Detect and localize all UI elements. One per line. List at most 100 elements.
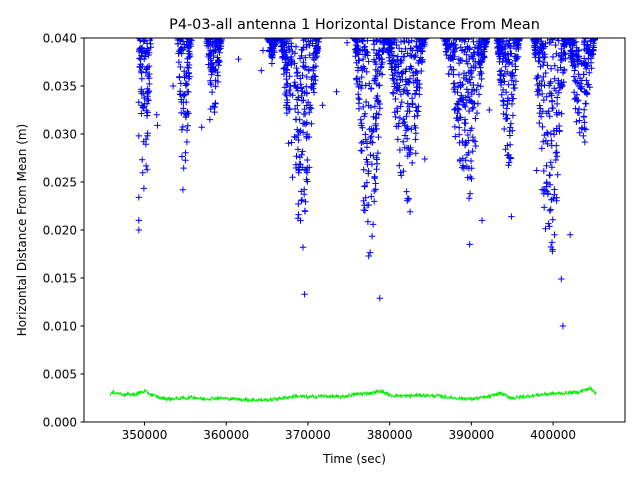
data-point [177, 63, 184, 71]
data-point [141, 94, 148, 102]
data-point [580, 41, 588, 48]
outlier-point [299, 244, 307, 251]
data-point [470, 81, 477, 89]
x-tick-label: 400000 [530, 428, 576, 442]
data-point [534, 38, 542, 43]
data-point [557, 64, 564, 71]
data-point [395, 45, 403, 52]
data-point [470, 49, 477, 56]
data-point [292, 43, 300, 50]
data-point [474, 100, 482, 107]
data-point [472, 142, 479, 150]
data-point [498, 67, 505, 74]
y-tick-label: 0.035 [43, 79, 77, 93]
point-cluster [276, 38, 323, 224]
data-point [535, 58, 542, 65]
data-point [396, 114, 404, 122]
outlier-point [153, 111, 160, 118]
data-point [138, 52, 145, 59]
data-point [464, 44, 471, 51]
data-point [546, 223, 553, 230]
data-point [408, 95, 416, 102]
data-point [373, 50, 380, 57]
data-point [455, 106, 463, 113]
data-point [506, 141, 514, 148]
data-point [548, 98, 556, 105]
data-point [465, 38, 472, 42]
data-point [396, 162, 403, 169]
x-tick-label: 390000 [448, 428, 494, 442]
data-point [465, 137, 472, 144]
data-point [293, 64, 300, 72]
data-point [283, 75, 290, 83]
data-point [353, 75, 360, 82]
outlier-point [206, 116, 214, 123]
data-point [214, 72, 222, 79]
data-point [503, 115, 511, 122]
data-point [587, 38, 594, 45]
data-point [362, 131, 369, 138]
data-point [269, 53, 276, 61]
data-point [546, 82, 553, 89]
data-point [372, 66, 379, 73]
data-point [504, 152, 511, 159]
y-tick-label: 0.010 [43, 319, 77, 333]
outlier-point [258, 67, 265, 74]
data-point [513, 55, 520, 62]
data-point [406, 151, 413, 158]
data-point [588, 38, 595, 41]
data-point [358, 73, 365, 81]
outlier-point [533, 167, 540, 174]
data-point [367, 104, 375, 111]
data-point [368, 193, 375, 200]
y-tick-label: 0.040 [43, 31, 77, 45]
data-point [361, 43, 369, 50]
data-point [464, 131, 472, 139]
data-point [404, 125, 412, 132]
data-point [180, 164, 187, 172]
data-point [143, 65, 151, 72]
data-point [354, 38, 361, 45]
data-point [502, 146, 509, 153]
data-point [174, 40, 182, 47]
data-point [272, 38, 274, 40]
data-point [548, 137, 555, 144]
data-point [361, 207, 369, 214]
data-point [354, 49, 361, 56]
data-point [499, 38, 501, 40]
data-point [354, 67, 362, 74]
data-point [453, 100, 461, 107]
point-cluster [530, 38, 571, 255]
data-point [371, 103, 379, 110]
data-point [454, 89, 461, 96]
data-point [469, 147, 476, 155]
data-point [396, 146, 404, 154]
data-point [470, 104, 477, 111]
x-tick-label: 370000 [285, 428, 331, 442]
data-point [363, 156, 370, 163]
data-point [148, 38, 155, 42]
data-point [474, 48, 481, 56]
data-point [407, 63, 414, 70]
data-point [282, 90, 289, 98]
data-point [295, 128, 303, 136]
outlier-point [558, 275, 565, 283]
data-point [476, 38, 483, 45]
data-point [502, 89, 510, 96]
data-point [185, 61, 193, 69]
data-point [295, 200, 302, 208]
data-point [545, 220, 552, 227]
data-point [400, 138, 407, 145]
data-point [268, 60, 276, 67]
data-point [507, 72, 514, 79]
data-point [450, 41, 458, 48]
data-point [556, 127, 563, 134]
data-point [543, 162, 550, 169]
data-point [457, 83, 464, 91]
data-point [306, 109, 313, 116]
data-point [406, 52, 414, 59]
data-point [534, 74, 541, 81]
data-point [546, 172, 553, 179]
data-point [298, 197, 305, 204]
data-point [456, 95, 464, 103]
